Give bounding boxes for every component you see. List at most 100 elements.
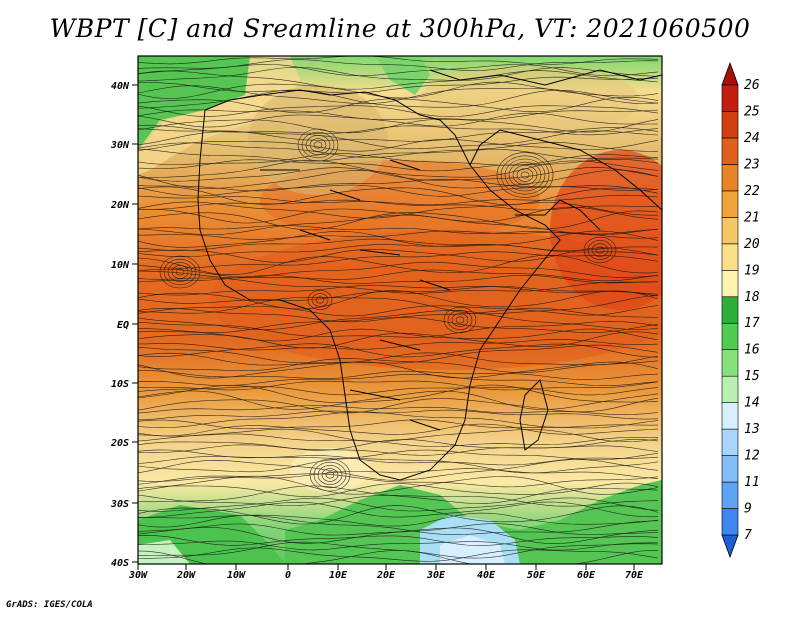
vortex-ring	[508, 161, 542, 189]
streamline	[138, 261, 659, 279]
colorbar-label: 16	[744, 343, 760, 358]
vortex-ring	[167, 262, 193, 282]
streamline	[138, 167, 659, 182]
streamline	[138, 70, 659, 90]
lat-label: 30S	[110, 499, 129, 510]
lon-label: 20E	[376, 570, 396, 581]
vortex-ring	[175, 268, 185, 276]
streamline	[138, 331, 659, 349]
plot-frame	[137, 55, 663, 565]
vortex-ring	[321, 468, 339, 482]
colorbar-label: 20	[744, 237, 760, 252]
streamline	[138, 225, 659, 235]
lat-label: 10N	[111, 260, 130, 271]
colorbar-box	[721, 455, 739, 483]
vortex-ring	[301, 131, 335, 159]
streamline	[138, 286, 659, 304]
colorbar-label: 13	[744, 422, 760, 437]
colorbar-label: 18	[744, 290, 760, 305]
streamline	[138, 160, 659, 179]
streamline	[138, 527, 659, 545]
field-layer	[138, 56, 662, 564]
streamline	[138, 405, 659, 415]
streamline	[138, 214, 659, 236]
colorbar-label: 14	[744, 396, 760, 411]
lon-label: 20W	[176, 570, 196, 581]
streamline	[138, 247, 659, 263]
lon-labels: 30W 20W 10W 0 10E 20E 30E 40E 50E 60E 70…	[128, 570, 644, 581]
vortex-ring	[159, 255, 201, 289]
streamline	[138, 230, 659, 248]
vortex-ring	[305, 135, 331, 155]
colorbar-arrow-bottom	[721, 534, 739, 559]
lat-label: 20S	[110, 438, 129, 449]
streamline	[138, 411, 659, 428]
colorbar-label: 19	[744, 263, 760, 278]
lon-label: 70E	[625, 570, 644, 581]
streamline	[138, 238, 659, 252]
colorbar-box	[721, 190, 739, 218]
streamline	[138, 370, 659, 380]
streamline	[138, 419, 659, 430]
colorbar-box	[721, 508, 739, 536]
colorbar-box	[721, 84, 739, 112]
lon-label: 60E	[577, 570, 596, 581]
lat-label: 40S	[111, 558, 129, 569]
vortex-ring	[163, 258, 197, 286]
streamline	[138, 194, 659, 206]
streamline	[138, 184, 659, 197]
streamline	[138, 540, 658, 551]
streamline	[138, 186, 659, 206]
streamline	[138, 344, 659, 364]
vortex-ring	[455, 316, 465, 324]
colorbar-label: 24	[744, 131, 760, 146]
streamline	[138, 64, 659, 77]
lat-axis	[132, 84, 138, 563]
streamline	[138, 547, 659, 562]
streamline	[138, 153, 659, 166]
streamline	[138, 339, 659, 351]
streamline	[138, 109, 659, 121]
vortex-ring	[504, 158, 546, 192]
streamline	[138, 285, 659, 296]
streamline	[138, 458, 659, 474]
vortex-ring	[520, 171, 530, 179]
coastlines	[197, 69, 662, 481]
streamline	[138, 409, 659, 421]
vortex-ring	[447, 310, 473, 330]
lon-label: 30W	[128, 570, 148, 581]
chart-title: WBPT [C] and Sreamline at 300hPa, VT: 20…	[49, 14, 751, 43]
vortex-ring	[171, 265, 189, 279]
streamline	[138, 482, 659, 498]
streamline	[138, 386, 659, 396]
vortex-ring	[512, 165, 538, 185]
colorbar-box	[721, 111, 739, 139]
streamline	[138, 230, 659, 240]
vortex-ring	[317, 465, 343, 485]
lon-label: 40E	[477, 570, 496, 581]
vortex-ring	[591, 243, 609, 257]
streamline	[138, 497, 659, 512]
streamline	[138, 275, 659, 284]
streamline	[138, 428, 659, 443]
colorbar-label: 25	[744, 104, 760, 119]
streamline	[138, 142, 659, 158]
streamline	[138, 475, 659, 495]
streamline	[138, 433, 659, 447]
vortex-ring	[315, 296, 325, 304]
lon-axis	[137, 564, 635, 570]
streamline	[138, 254, 659, 275]
vortex-ring	[309, 138, 327, 152]
colorbar-box	[721, 269, 739, 298]
streamline	[138, 148, 659, 162]
lon-label: 50E	[527, 570, 546, 581]
vortex-ring	[451, 313, 469, 327]
colorbar-label: 9	[744, 502, 752, 517]
streamline	[138, 290, 659, 310]
streamline	[138, 423, 659, 437]
colorbar-label: 22	[744, 184, 760, 199]
streamline	[138, 352, 659, 366]
lon-label: 0	[285, 570, 291, 581]
streamline	[138, 343, 659, 358]
streamline	[138, 119, 659, 134]
